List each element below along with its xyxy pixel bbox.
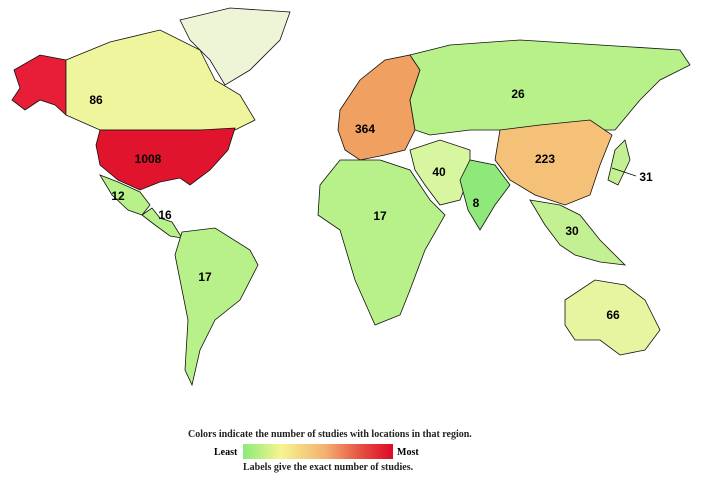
region-japan[interactable]	[607, 139, 631, 186]
label-china: 223	[535, 152, 555, 166]
label-middle-east: 40	[432, 165, 446, 179]
label-japan: 31	[639, 170, 653, 184]
legend-least: Least	[214, 447, 238, 458]
label-russia: 26	[511, 87, 525, 101]
region-mexico[interactable]	[99, 174, 151, 216]
world-map: 86 1008 12 16 17 364 26 223 40 8 17 30 3…	[11, 7, 691, 387]
region-russia[interactable]	[409, 39, 691, 136]
region-africa[interactable]	[317, 159, 446, 326]
region-australia[interactable]	[564, 279, 661, 356]
label-mexico: 12	[111, 189, 125, 203]
label-southeast-asia: 30	[565, 224, 579, 238]
region-greenland[interactable]	[179, 7, 291, 86]
japan-leader-line	[611, 167, 637, 177]
region-southeast-asia[interactable]	[529, 199, 627, 266]
label-europe: 364	[355, 122, 375, 136]
region-china[interactable]	[494, 119, 613, 206]
label-australia: 66	[606, 308, 620, 322]
region-south-asia[interactable]	[459, 159, 511, 231]
legend-subtitle: Labels give the exact number of studies.	[243, 462, 414, 473]
region-middle-east[interactable]	[409, 139, 471, 206]
label-south-america: 17	[198, 270, 212, 284]
label-africa: 17	[373, 209, 387, 223]
label-south-asia: 8	[473, 196, 480, 210]
label-usa: 1008	[135, 152, 162, 166]
region-usa[interactable]	[95, 127, 236, 191]
label-canada: 86	[89, 93, 103, 107]
region-europe[interactable]	[337, 54, 421, 161]
legend-color-bar	[243, 444, 393, 459]
label-central-america: 16	[158, 208, 172, 222]
legend-title: Colors indicate the number of studies wi…	[188, 429, 472, 440]
region-central-america[interactable]	[141, 207, 183, 239]
legend-most: Most	[397, 447, 419, 458]
region-alaska[interactable]	[11, 54, 67, 116]
region-south-america[interactable]	[174, 227, 259, 387]
